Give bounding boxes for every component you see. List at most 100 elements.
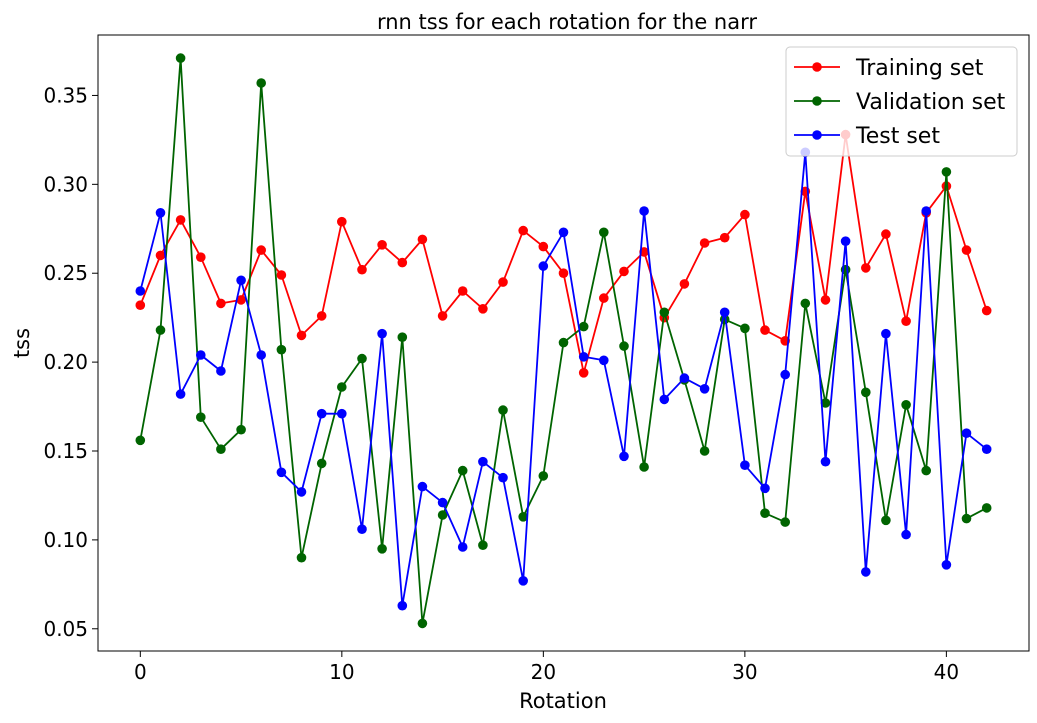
data-point-test-set (196, 350, 206, 360)
data-point-validation-set (397, 332, 408, 343)
data-point-test-set (377, 328, 387, 339)
data-point-validation-set (699, 446, 710, 456)
legend-box (785, 46, 1018, 157)
data-point-validation-set (619, 341, 629, 351)
data-point-training-set (981, 305, 992, 316)
data-point-training-set (276, 270, 287, 280)
data-point-validation-set (337, 382, 347, 392)
data-point-validation-set (276, 344, 287, 355)
data-point-training-set (357, 264, 367, 275)
data-point-test-set (276, 467, 287, 478)
data-point-training-set (861, 263, 871, 273)
data-point-training-set (498, 277, 508, 287)
legend-swatch-marker (812, 62, 822, 72)
data-point-test-set (619, 451, 629, 462)
data-point-test-set (538, 261, 549, 271)
data-point-validation-set (659, 307, 670, 318)
data-point-training-set (135, 300, 146, 311)
x-axis: 0 10 20 30 40 (134, 651, 959, 684)
data-point-validation-set (961, 513, 972, 524)
data-point-test-set (256, 350, 267, 360)
y-tick-label: 0.25 (43, 261, 88, 285)
data-point-validation-set (377, 544, 387, 554)
plot-area (97, 34, 1030, 652)
data-point-test-set (861, 567, 871, 577)
data-point-test-set (337, 408, 347, 419)
data-point-test-set (316, 408, 327, 419)
legend: Training set Validation set Test set (785, 46, 1018, 157)
data-point-training-set (216, 298, 226, 309)
data-point-training-set (457, 286, 468, 296)
data-point-test-set (296, 487, 307, 497)
series-validation-set (135, 53, 992, 629)
data-point-test-set (921, 206, 931, 216)
data-point-validation-set (639, 462, 649, 472)
data-point-test-set (840, 236, 851, 246)
x-tick-label: 20 (531, 660, 556, 684)
data-point-test-set (941, 560, 952, 570)
data-point-validation-set (357, 353, 367, 364)
data-point-training-set (901, 316, 911, 327)
data-point-validation-set (578, 321, 589, 332)
data-point-training-set (175, 215, 186, 225)
data-point-test-set (236, 275, 246, 286)
data-point-training-set (437, 311, 448, 321)
data-point-test-set (659, 394, 670, 405)
y-tick-label: 0.10 (43, 528, 88, 552)
legend-swatch-marker (812, 96, 822, 106)
data-point-validation-set (296, 552, 307, 563)
data-point-test-set (679, 373, 690, 383)
data-point-test-set (357, 524, 367, 534)
data-point-training-set (679, 279, 690, 289)
legend-label: Training set (855, 56, 984, 81)
y-axis: 0.05 0.10 0.15 0.20 0.25 0.30 0.35 (43, 83, 98, 641)
data-point-training-set (316, 311, 327, 321)
data-point-test-set (961, 428, 972, 439)
data-point-training-set (478, 304, 488, 314)
data-point-training-set (719, 232, 730, 243)
data-point-validation-set (941, 167, 952, 177)
y-tick-label: 0.20 (43, 350, 88, 374)
data-point-training-set (518, 225, 528, 236)
data-point-test-set (155, 208, 166, 218)
data-point-validation-set (599, 227, 609, 238)
data-point-training-set (256, 245, 267, 255)
data-point-validation-set (175, 53, 186, 63)
data-point-test-set (498, 472, 508, 483)
y-axis-label: tss (10, 328, 34, 358)
data-point-test-set (437, 497, 448, 508)
data-point-training-set (599, 293, 609, 303)
data-point-validation-set (478, 540, 488, 550)
data-point-training-set (619, 266, 629, 277)
data-point-validation-set (417, 618, 428, 629)
data-point-test-set (478, 456, 488, 467)
y-tick-label: 0.35 (43, 83, 88, 107)
legend-entry-test-set: Test set (794, 124, 940, 149)
data-point-test-set (760, 483, 770, 494)
x-tick-label: 0 (134, 660, 147, 684)
data-point-training-set (961, 245, 972, 255)
legend-label: Validation set (856, 90, 1006, 115)
data-point-test-set (820, 456, 831, 467)
chart-title: rnn tss for each rotation for the narr (377, 10, 757, 34)
data-point-validation-set (457, 465, 468, 476)
data-point-training-set (820, 295, 831, 305)
x-tick-label: 30 (732, 660, 757, 684)
y-tick-label: 0.05 (43, 617, 88, 641)
data-point-test-set (135, 286, 146, 296)
legend-entry-training-set: Training set (794, 56, 984, 81)
data-point-validation-set (236, 424, 246, 435)
data-point-validation-set (820, 398, 831, 408)
data-point-test-set (981, 444, 992, 455)
data-point-test-set (881, 328, 891, 339)
data-point-test-set (518, 576, 528, 586)
data-point-test-set (780, 369, 790, 380)
data-point-test-set (457, 542, 468, 552)
data-point-training-set (196, 252, 206, 262)
data-point-validation-set (861, 387, 871, 398)
x-tick-label: 40 (934, 660, 959, 684)
data-point-validation-set (518, 512, 528, 522)
data-point-training-set (296, 330, 307, 341)
data-point-validation-set (196, 412, 206, 423)
